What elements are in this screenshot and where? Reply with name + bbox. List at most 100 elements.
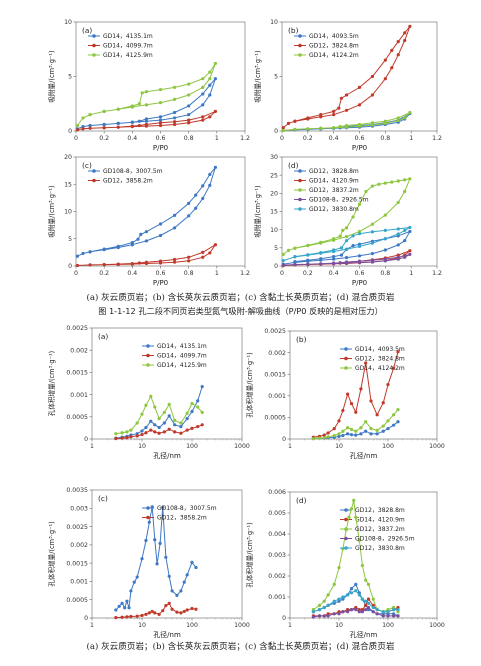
data-point [337, 419, 341, 423]
x-tick-label: 0 [74, 135, 78, 142]
data-point [341, 228, 345, 232]
data-point [144, 117, 149, 121]
figure2-subcaption: (a) 灰云质页岩；(b) 含长英灰云质页岩；(c) 含黏土长英质页岩；(d) … [86, 642, 395, 652]
x-tick-label: 0.6 [355, 135, 365, 142]
x-tick-label: 0 [280, 270, 284, 277]
chart-panel-2: 0 0.2 0.4 0.6 0.8 1 1.2 0 5 10 P/P0 吸附量/(cm³·g⁻¹) (b… [253, 19, 442, 152]
data-point [346, 392, 350, 396]
data-point [371, 597, 375, 601]
data-point [201, 250, 205, 254]
x-tick-label: 0.4 [127, 270, 137, 277]
data-point [349, 427, 354, 432]
chart-panel-4: 0 0.2 0.4 0.6 0.8 1 1.2 0 5 10 15 20 25 30 P/P0 吸附量/(cm… [253, 154, 442, 287]
y-tick-label: 0.001 [268, 393, 286, 400]
data-point [408, 177, 412, 181]
legend-label: GD14，4125.9m [103, 52, 153, 59]
y-tick-label: 0.0015 [66, 560, 88, 567]
data-point [153, 405, 157, 409]
data-point [332, 427, 336, 431]
data-point [396, 53, 400, 57]
legend-marker [298, 169, 302, 173]
data-point [364, 420, 368, 424]
data-point [396, 608, 400, 612]
data-point [137, 123, 141, 128]
legend-label: GD108-8，2926.5m [355, 536, 415, 543]
data-point [149, 419, 153, 423]
x-tick-label: 100 [382, 622, 394, 629]
data-point [349, 507, 354, 511]
data-point [383, 119, 387, 123]
data-point [381, 424, 385, 428]
data-point [201, 184, 205, 188]
x-tick-label: 1 [215, 270, 219, 277]
data-point [354, 608, 358, 612]
data-point [88, 126, 92, 130]
data-point [360, 610, 364, 614]
data-point [75, 263, 80, 268]
data-point [370, 222, 375, 226]
data-point [337, 612, 341, 616]
x-axis-label: P/P0 [352, 144, 367, 152]
data-point [144, 538, 148, 543]
y-tick-label: 10 [270, 227, 278, 234]
legend-label: GD14，4120.9m [355, 517, 405, 524]
data-point [149, 428, 153, 432]
data-point [144, 230, 149, 234]
data-point [332, 582, 336, 587]
data-point [208, 115, 212, 119]
y-tick-label: 0.001 [70, 579, 88, 586]
y-tick-label: 30 [270, 154, 278, 161]
data-point [346, 610, 350, 614]
data-point [158, 121, 163, 125]
data-point [75, 254, 80, 258]
data-point [403, 116, 407, 120]
data-point [179, 431, 183, 435]
data-point [332, 248, 336, 252]
data-point [139, 232, 143, 236]
data-point [346, 593, 350, 597]
data-point [383, 77, 387, 81]
legend-label: GD14，4124.2m [309, 52, 359, 59]
data-point [173, 423, 177, 427]
series-line [282, 26, 411, 129]
data-point [349, 587, 354, 591]
data-point [339, 96, 344, 100]
data-point [102, 263, 106, 267]
data-point [75, 128, 80, 132]
y-tick-label: 0.005 [268, 510, 286, 517]
data-point [293, 262, 297, 267]
panel-label: (b) [296, 335, 307, 344]
panel-label: (b) [288, 26, 299, 35]
data-point [337, 597, 341, 601]
data-point [344, 226, 349, 230]
legend-marker [298, 188, 302, 192]
chart-panel-5: 1 10 100 1000 0 0.0005 0.001 0.0015 0.002 0.0025 孔… [47, 325, 250, 460]
data-point [357, 244, 362, 248]
data-point [408, 225, 412, 230]
data-point [364, 599, 368, 603]
data-point [383, 237, 387, 241]
data-point [408, 110, 412, 115]
data-point [317, 608, 322, 612]
data-point [354, 433, 358, 437]
x-tick-label: 100 [186, 622, 198, 629]
data-point [135, 421, 139, 425]
x-axis-label: 孔径/nm [153, 451, 181, 460]
data-point [403, 31, 407, 35]
data-point [357, 85, 362, 89]
legend-label: GD14，4093.5m [309, 33, 359, 40]
figure1-subcaption: (a) 灰云质页岩；(b) 含长英灰云质页岩；(c) 含黏土长英质页岩；(d) … [86, 293, 395, 303]
y-tick-label: 0.003 [268, 552, 286, 559]
legend-label: GD12，3824.8m [355, 356, 405, 363]
legend-marker [146, 344, 150, 348]
data-point [144, 239, 149, 243]
data-point [123, 606, 127, 610]
x-tick-label: 0 [280, 135, 284, 142]
x-tick-label: 100 [382, 443, 394, 450]
data-point [140, 429, 144, 433]
data-point [337, 106, 341, 110]
data-point [120, 601, 124, 605]
y-tick-label: 0.0025 [66, 524, 88, 531]
legend-label: GD14，4120.9m [309, 178, 359, 185]
